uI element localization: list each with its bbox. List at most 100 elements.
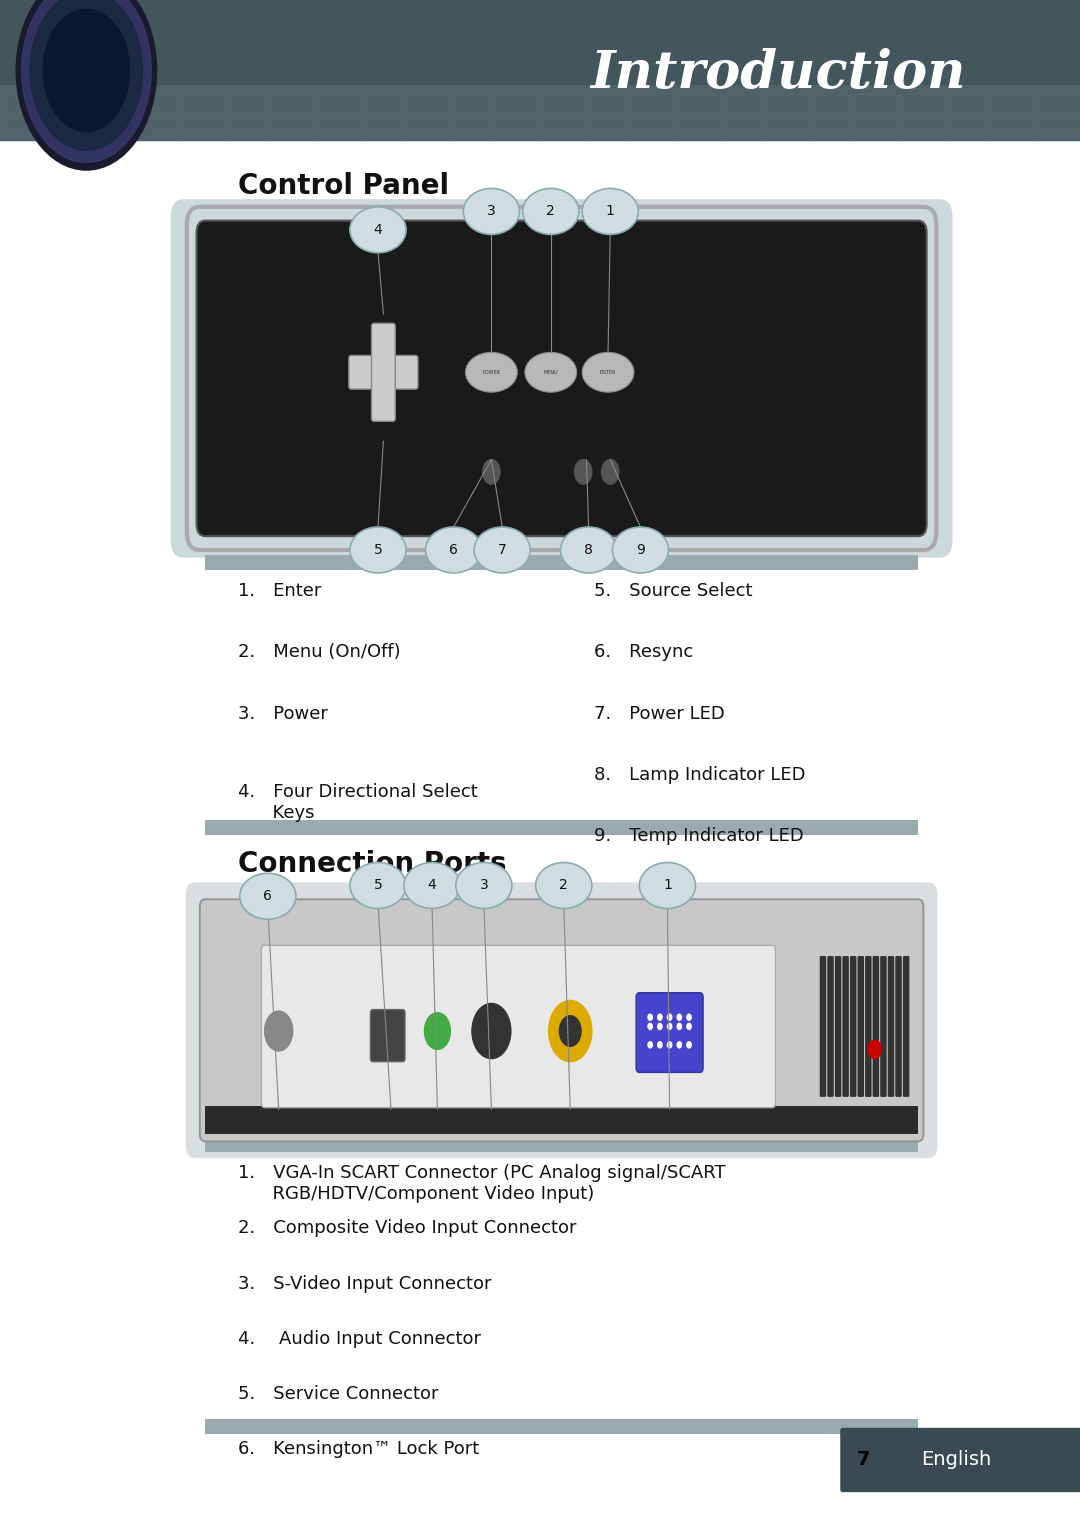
- Ellipse shape: [523, 188, 579, 234]
- FancyBboxPatch shape: [903, 956, 909, 1097]
- FancyBboxPatch shape: [372, 323, 395, 421]
- FancyBboxPatch shape: [205, 820, 918, 835]
- FancyBboxPatch shape: [205, 555, 918, 570]
- Circle shape: [648, 1042, 652, 1048]
- Text: 4: 4: [374, 222, 382, 237]
- Circle shape: [658, 1042, 662, 1048]
- Ellipse shape: [612, 527, 669, 573]
- Text: Introduction: Introduction: [590, 47, 966, 98]
- Text: MENU: MENU: [543, 369, 558, 375]
- FancyBboxPatch shape: [850, 956, 856, 1097]
- FancyBboxPatch shape: [835, 956, 841, 1097]
- Circle shape: [677, 1023, 681, 1030]
- Circle shape: [658, 1023, 662, 1030]
- Text: 3. Power: 3. Power: [238, 705, 327, 723]
- FancyBboxPatch shape: [349, 355, 418, 389]
- Circle shape: [22, 0, 151, 162]
- Text: 7: 7: [498, 542, 507, 558]
- Circle shape: [265, 1011, 293, 1051]
- Text: 3. S-Video Input Connector: 3. S-Video Input Connector: [238, 1275, 491, 1293]
- Circle shape: [648, 1014, 652, 1020]
- Circle shape: [687, 1023, 691, 1030]
- Text: POWER: POWER: [483, 369, 500, 375]
- Circle shape: [559, 1016, 581, 1046]
- Circle shape: [868, 1040, 881, 1059]
- Circle shape: [35, 0, 138, 144]
- Text: 5: 5: [374, 878, 382, 893]
- Text: 2. Composite Video Input Connector: 2. Composite Video Input Connector: [238, 1219, 576, 1238]
- Text: 8: 8: [584, 542, 593, 558]
- Ellipse shape: [536, 863, 592, 908]
- Ellipse shape: [350, 527, 406, 573]
- Text: 1. VGA-In SCART Connector (PC Analog signal/SCART
      RGB/HDTV/Component Video: 1. VGA-In SCART Connector (PC Analog sig…: [238, 1164, 726, 1203]
- Ellipse shape: [582, 352, 634, 392]
- Text: 3: 3: [487, 204, 496, 219]
- Circle shape: [658, 1014, 662, 1020]
- Ellipse shape: [350, 863, 406, 908]
- FancyBboxPatch shape: [0, 0, 1080, 84]
- Ellipse shape: [639, 863, 696, 908]
- Text: 5: 5: [374, 542, 382, 558]
- Text: 2: 2: [546, 204, 555, 219]
- Text: 6. Kensington™ Lock Port: 6. Kensington™ Lock Port: [238, 1440, 478, 1458]
- Text: Connection Ports: Connection Ports: [238, 850, 507, 878]
- Circle shape: [602, 460, 619, 484]
- Ellipse shape: [456, 863, 512, 908]
- Circle shape: [424, 1013, 450, 1049]
- FancyBboxPatch shape: [205, 1106, 918, 1134]
- Ellipse shape: [525, 352, 577, 392]
- Text: ENTER: ENTER: [599, 369, 617, 375]
- Text: 4: 4: [428, 878, 436, 893]
- Circle shape: [677, 1014, 681, 1020]
- FancyBboxPatch shape: [370, 1010, 405, 1062]
- Circle shape: [648, 1023, 652, 1030]
- Text: 6: 6: [264, 889, 272, 904]
- Circle shape: [667, 1014, 672, 1020]
- FancyBboxPatch shape: [895, 956, 902, 1097]
- Text: 9. Temp Indicator LED: 9. Temp Indicator LED: [594, 827, 804, 846]
- FancyBboxPatch shape: [197, 221, 927, 536]
- Polygon shape: [864, 1431, 900, 1489]
- Ellipse shape: [240, 873, 296, 919]
- Ellipse shape: [561, 527, 617, 573]
- Text: 1: 1: [663, 878, 672, 893]
- Text: 7: 7: [858, 1451, 870, 1469]
- FancyBboxPatch shape: [186, 882, 937, 1158]
- Text: 7. Power LED: 7. Power LED: [594, 705, 725, 723]
- Text: 9: 9: [636, 542, 645, 558]
- FancyBboxPatch shape: [171, 199, 953, 558]
- Text: 8. Lamp Indicator LED: 8. Lamp Indicator LED: [594, 766, 806, 784]
- FancyBboxPatch shape: [865, 956, 872, 1097]
- Circle shape: [16, 0, 157, 170]
- Text: English: English: [920, 1451, 991, 1469]
- FancyBboxPatch shape: [200, 899, 923, 1141]
- Circle shape: [687, 1014, 691, 1020]
- Text: 2. Menu (On/Off): 2. Menu (On/Off): [238, 643, 401, 662]
- Text: Control Panel: Control Panel: [238, 172, 448, 199]
- Circle shape: [472, 1003, 511, 1059]
- Ellipse shape: [404, 863, 460, 908]
- Circle shape: [575, 460, 592, 484]
- FancyBboxPatch shape: [858, 956, 864, 1097]
- FancyBboxPatch shape: [840, 1428, 1080, 1492]
- Text: 6. Resync: 6. Resync: [594, 643, 693, 662]
- Text: 5. Service Connector: 5. Service Connector: [238, 1385, 438, 1403]
- Circle shape: [667, 1023, 672, 1030]
- FancyBboxPatch shape: [820, 956, 826, 1097]
- Text: 1. Enter: 1. Enter: [238, 582, 321, 601]
- Circle shape: [687, 1042, 691, 1048]
- Ellipse shape: [474, 527, 530, 573]
- FancyBboxPatch shape: [205, 1137, 918, 1152]
- Circle shape: [677, 1042, 681, 1048]
- Text: 4. Four Directional Select
      Keys: 4. Four Directional Select Keys: [238, 783, 477, 821]
- Ellipse shape: [426, 527, 482, 573]
- FancyBboxPatch shape: [873, 956, 879, 1097]
- Ellipse shape: [463, 188, 519, 234]
- Text: 3: 3: [480, 878, 488, 893]
- Circle shape: [483, 460, 500, 484]
- Text: 1: 1: [606, 204, 615, 219]
- Text: 5. Source Select: 5. Source Select: [594, 582, 753, 601]
- Ellipse shape: [350, 207, 406, 253]
- Text: 6: 6: [449, 542, 458, 558]
- FancyBboxPatch shape: [827, 956, 834, 1097]
